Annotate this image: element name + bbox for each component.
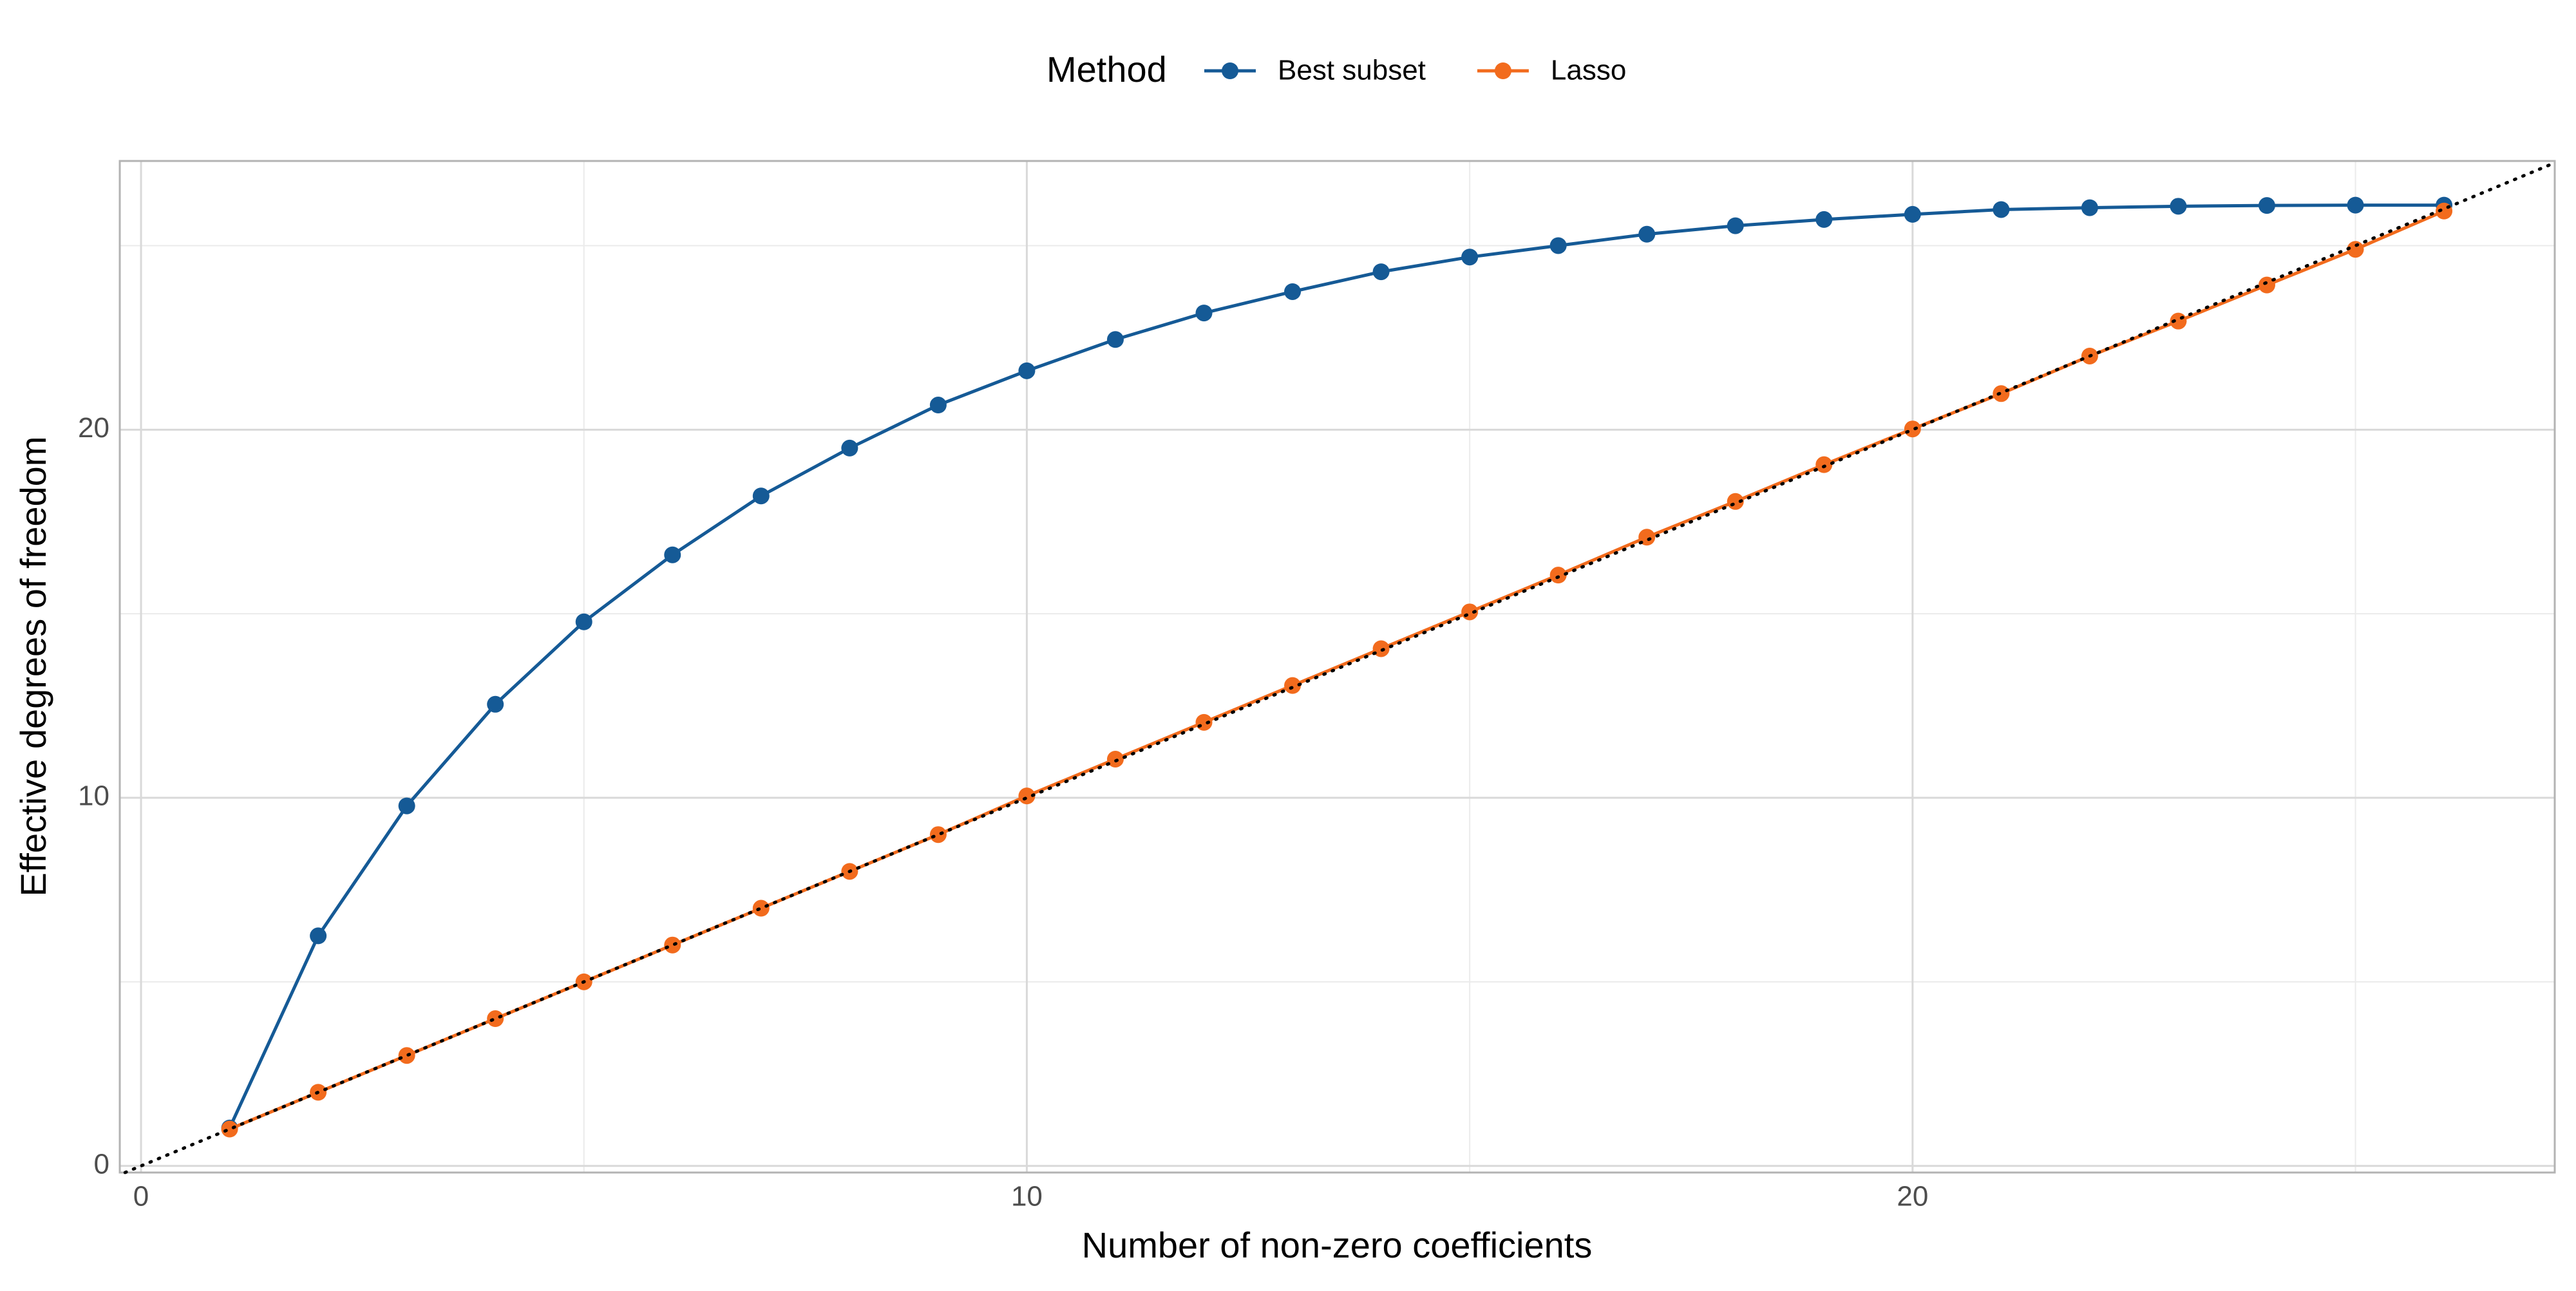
series-line xyxy=(228,203,2445,1129)
legend-label: Lasso xyxy=(1551,55,1626,86)
point xyxy=(310,927,327,945)
point xyxy=(752,900,770,917)
point xyxy=(1106,331,1124,348)
point xyxy=(1018,362,1036,379)
point xyxy=(1195,305,1213,322)
identity-line xyxy=(123,161,2557,1174)
point xyxy=(1904,420,1921,438)
point xyxy=(664,936,681,954)
point xyxy=(575,613,592,630)
legend-title: Method xyxy=(1046,49,1167,90)
plot-border xyxy=(118,160,2556,1174)
point xyxy=(2347,241,2364,258)
point xyxy=(929,826,947,843)
point xyxy=(1815,456,1833,473)
point xyxy=(221,1120,238,1138)
point xyxy=(2258,197,2275,214)
point xyxy=(1993,201,2010,218)
point xyxy=(398,797,415,815)
point xyxy=(1284,283,1302,300)
point xyxy=(1727,217,1744,234)
point xyxy=(1284,677,1302,694)
point xyxy=(487,1010,504,1028)
point xyxy=(1549,567,1567,584)
x-axis-title: Number of non-zero coefficients xyxy=(1082,1225,1593,1265)
point xyxy=(487,695,504,713)
legend-key-point xyxy=(1222,62,1238,79)
point xyxy=(1372,263,1390,281)
y-tick-label: 10 xyxy=(78,780,109,812)
point xyxy=(1461,249,1479,266)
legend-label: Best subset xyxy=(1278,55,1426,86)
point xyxy=(2258,276,2275,294)
point xyxy=(841,439,858,457)
legend-key-point xyxy=(1494,62,1511,79)
point xyxy=(929,397,947,414)
point xyxy=(2081,199,2098,216)
x-tick-label: 20 xyxy=(1897,1181,1928,1212)
point xyxy=(1815,211,1833,228)
point xyxy=(1904,205,1921,223)
point xyxy=(1993,385,2010,402)
y-tick-label: 0 xyxy=(94,1148,109,1180)
point xyxy=(1106,750,1124,768)
point xyxy=(1638,225,1656,243)
y-axis-title: Effective degrees of freedom xyxy=(13,437,53,897)
point xyxy=(1372,640,1390,657)
x-tick-label: 0 xyxy=(133,1181,149,1212)
series-line xyxy=(229,209,2445,1131)
y-tick-label: 20 xyxy=(78,412,109,444)
x-tick-label: 10 xyxy=(1011,1181,1043,1212)
point xyxy=(752,487,770,505)
point xyxy=(2347,196,2364,214)
point xyxy=(664,546,681,563)
point xyxy=(1549,237,1567,254)
point xyxy=(1018,787,1036,805)
point xyxy=(2170,198,2187,215)
